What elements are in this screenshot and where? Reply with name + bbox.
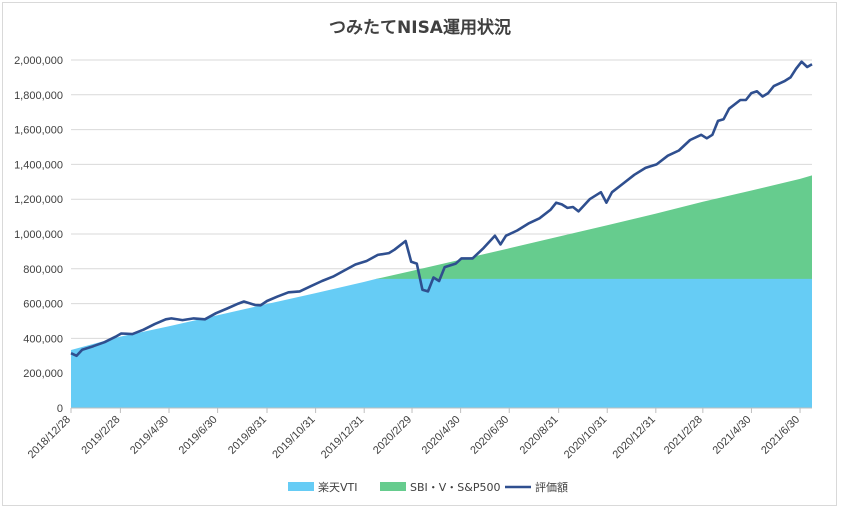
x-tick-label: 2019/8/31	[226, 414, 269, 457]
legend-swatch	[288, 482, 314, 491]
legend-swatch	[380, 482, 406, 491]
x-tick-label: 2020/10/31	[562, 414, 609, 461]
y-tick-label: 1,800,000	[14, 90, 63, 102]
y-tick-label: 400,000	[23, 333, 63, 345]
chart-title: つみたてNISA運用状況	[329, 17, 511, 38]
y-tick-label: 800,000	[23, 264, 63, 276]
x-tick-label: 2019/10/31	[270, 414, 317, 461]
x-tick-label: 2020/6/30	[468, 414, 511, 457]
x-tick-label: 2019/2/28	[79, 414, 122, 457]
y-tick-label: 200,000	[23, 368, 63, 380]
y-tick-label: 2,000,000	[14, 55, 63, 67]
x-tick-label: 2021/6/30	[759, 414, 802, 457]
y-tick-label: 1,200,000	[14, 194, 63, 206]
y-tick-label: 1,400,000	[14, 159, 63, 171]
x-tick-label: 2019/6/30	[177, 414, 220, 457]
x-tick-label: 2018/12/28	[26, 414, 73, 461]
x-tick-label: 2021/4/30	[710, 414, 753, 457]
area-series	[71, 175, 812, 408]
legend-label: 評価額	[535, 480, 568, 494]
legend: 楽天VTI SBI・V・S&P500 評価額	[288, 480, 568, 494]
y-tick-label: 0	[57, 403, 63, 415]
line-valuation	[70, 60, 813, 358]
x-tick-label: 2020/12/31	[611, 414, 658, 461]
line-series	[70, 60, 813, 358]
x-tick-label: 2021/2/28	[662, 414, 705, 457]
x-tick-label: 2020/8/31	[518, 414, 561, 457]
legend-label: 楽天VTI	[318, 481, 358, 494]
y-tick-label: 600,000	[23, 299, 63, 311]
y-tick-label: 1,600,000	[14, 125, 63, 137]
legend-label: SBI・V・S&P500	[410, 481, 501, 494]
x-tick-label: 2020/2/29	[371, 414, 414, 457]
x-tick-label: 2020/4/30	[420, 414, 463, 457]
x-tick-label: 2019/4/30	[128, 414, 171, 457]
area-rakuten-vti	[71, 278, 812, 408]
x-tick-label: 2019/12/31	[319, 414, 366, 461]
y-tick-label: 1,000,000	[14, 229, 63, 241]
